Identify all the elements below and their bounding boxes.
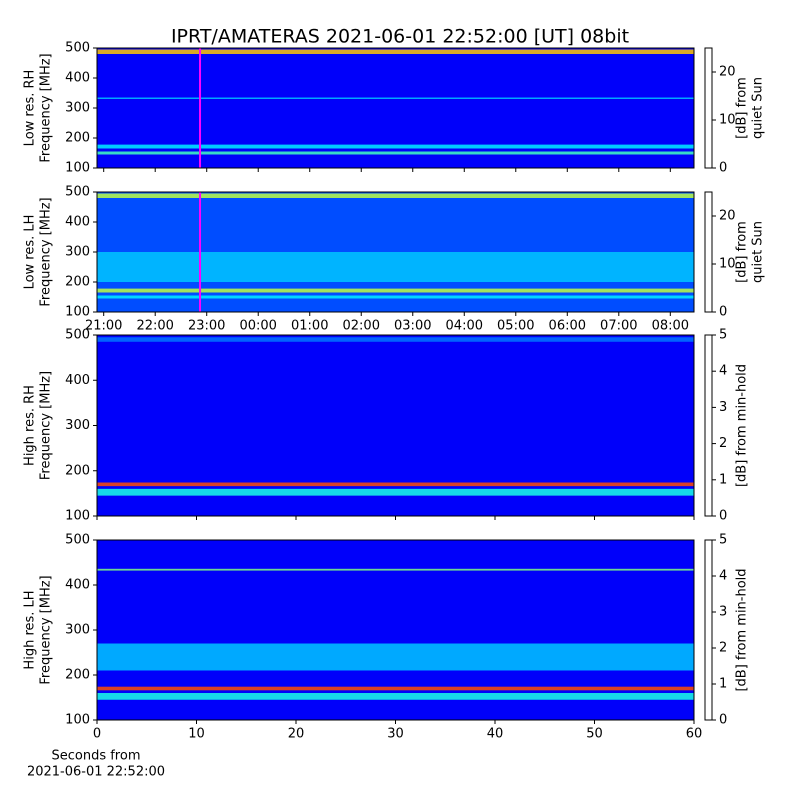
colorbar xyxy=(704,539,713,721)
x-tick-label: 02:00 xyxy=(343,319,380,334)
x-axis-label: 2021-06-01 22:52:00 xyxy=(27,765,165,780)
x-tick-label: 05:00 xyxy=(497,319,534,334)
x-tick-label: 10 xyxy=(188,727,205,742)
y-tick-label: 400 xyxy=(65,578,90,593)
y-axis-label: Frequency [MHz] xyxy=(39,197,54,306)
emission-band xyxy=(97,151,694,155)
x-tick-label: 23:00 xyxy=(188,319,225,334)
colorbar-tick-label: 2 xyxy=(719,436,727,451)
y-tick-label: 300 xyxy=(65,101,90,116)
emission-band xyxy=(97,193,694,198)
emission-band xyxy=(97,488,694,496)
colorbar xyxy=(704,47,713,169)
emission-band xyxy=(97,482,694,487)
y-tick-label: 200 xyxy=(65,275,90,290)
emission-band xyxy=(97,337,694,342)
y-tick-label: 300 xyxy=(65,623,90,638)
colorbar-tick-label: 3 xyxy=(719,605,727,620)
y-tick-label: 400 xyxy=(65,215,90,230)
y-tick-label: 400 xyxy=(65,373,90,388)
spectrogram-background xyxy=(97,48,694,168)
colorbar-tick-label: 0 xyxy=(719,509,727,524)
y-tick-label: 300 xyxy=(65,245,90,260)
y-tick-label: 200 xyxy=(65,668,90,683)
y-tick-label: 500 xyxy=(65,533,90,548)
x-tick-label: 06:00 xyxy=(549,319,586,334)
y-tick-label: 300 xyxy=(65,418,90,433)
colorbar xyxy=(704,334,713,517)
colorbar-tick-label: 0 xyxy=(719,713,727,728)
x-tick-label: 04:00 xyxy=(446,319,483,334)
emission-band xyxy=(97,144,694,149)
x-tick-label: 07:00 xyxy=(600,319,637,334)
x-tick-label: 30 xyxy=(387,727,404,742)
colorbar-tick-label: 4 xyxy=(719,364,727,379)
emission-band xyxy=(97,49,694,54)
colorbar-label: [dB] from min-hold xyxy=(735,568,750,691)
colorbar-tick-label: 20 xyxy=(719,209,736,224)
y-tick-label: 200 xyxy=(65,463,90,478)
emission-band xyxy=(97,693,694,700)
colorbar-label: quiet Sun xyxy=(751,77,766,139)
colorbar-label: [dB] from xyxy=(735,77,750,139)
x-tick-label: 20 xyxy=(288,727,305,742)
y-axis-label: High res. RH xyxy=(23,385,38,466)
x-axis-label: Seconds from xyxy=(51,749,140,764)
y-axis-label: Frequency [MHz] xyxy=(39,371,54,480)
y-axis-label: High res. LH xyxy=(23,590,38,669)
colorbar-tick-label: 10 xyxy=(719,257,736,272)
emission-band xyxy=(97,288,694,293)
y-axis-label: Frequency [MHz] xyxy=(39,53,54,162)
colorbar-tick-label: 3 xyxy=(719,400,727,415)
emission-band xyxy=(97,568,694,571)
colorbar-tick-label: 0 xyxy=(719,305,727,320)
emission-band xyxy=(97,686,694,691)
colorbar-tick-label: 1 xyxy=(719,472,727,487)
colorbar-tick-label: 0 xyxy=(719,161,727,176)
colorbar-label: [dB] from min-hold xyxy=(735,364,750,487)
y-axis-label: Low res. LH xyxy=(23,215,38,290)
x-tick-label: 50 xyxy=(586,727,603,742)
colorbar-label: quiet Sun xyxy=(751,221,766,283)
colorbar-tick-label: 5 xyxy=(719,533,727,548)
emission-band xyxy=(97,252,694,282)
x-tick-label: 0 xyxy=(93,727,101,742)
y-tick-label: 100 xyxy=(65,305,90,320)
y-tick-label: 400 xyxy=(65,71,90,86)
x-tick-label: 21:00 xyxy=(85,319,122,334)
colorbar xyxy=(704,191,713,313)
colorbar-tick-label: 10 xyxy=(719,113,736,128)
y-tick-label: 500 xyxy=(65,328,90,343)
y-axis-label: Low res. RH xyxy=(23,70,38,147)
x-tick-label: 00:00 xyxy=(239,319,276,334)
x-tick-label: 03:00 xyxy=(394,319,431,334)
y-tick-label: 200 xyxy=(65,131,90,146)
colorbar-tick-label: 2 xyxy=(719,641,727,656)
x-tick-label: 40 xyxy=(487,727,504,742)
colorbar-tick-label: 4 xyxy=(719,569,727,584)
x-tick-label: 01:00 xyxy=(291,319,328,334)
emission-band xyxy=(97,97,694,99)
figure-title: IPRT/AMATERAS 2021-06-01 22:52:00 [UT] 0… xyxy=(171,26,629,48)
colorbar-tick-label: 1 xyxy=(719,677,727,692)
y-tick-label: 100 xyxy=(65,713,90,728)
y-tick-label: 500 xyxy=(65,185,90,200)
emission-band xyxy=(97,295,694,299)
x-tick-label: 08:00 xyxy=(652,319,689,334)
y-tick-label: 100 xyxy=(65,509,90,524)
x-tick-label: 60 xyxy=(686,727,703,742)
y-tick-label: 100 xyxy=(65,161,90,176)
y-tick-label: 500 xyxy=(65,41,90,56)
emission-band xyxy=(97,643,694,671)
x-tick-label: 22:00 xyxy=(136,319,173,334)
colorbar-label: [dB] from xyxy=(735,221,750,283)
colorbar-tick-label: 5 xyxy=(719,328,727,343)
colorbar-tick-label: 20 xyxy=(719,65,736,80)
y-axis-label: Frequency [MHz] xyxy=(39,575,54,684)
